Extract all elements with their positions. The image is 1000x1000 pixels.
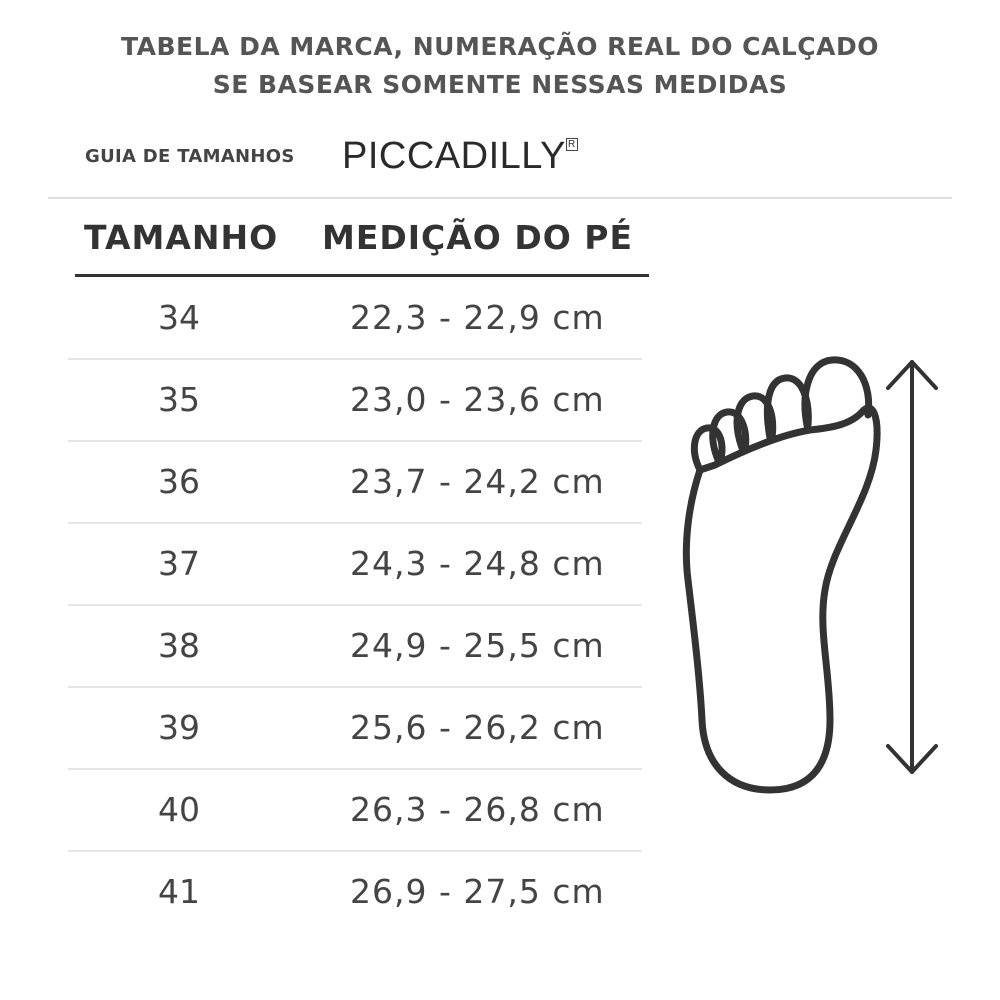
foot-outline-icon bbox=[682, 356, 881, 794]
size-value: 40 bbox=[158, 790, 200, 829]
table-row: 41 26,9 - 27,5 cm bbox=[68, 852, 642, 934]
measure-value: 26,3 - 26,8 cm bbox=[350, 790, 605, 829]
column-header-size: TAMANHO bbox=[84, 218, 279, 257]
measure-value: 25,6 - 26,2 cm bbox=[350, 708, 605, 747]
table-row: 34 22,3 - 22,9 cm bbox=[68, 278, 642, 360]
measure-value: 24,3 - 24,8 cm bbox=[350, 544, 605, 583]
row-divider bbox=[68, 358, 642, 360]
size-value: 37 bbox=[158, 544, 200, 583]
table-row: 40 26,3 - 26,8 cm bbox=[68, 770, 642, 852]
column-header-measure: MEDIÇÃO DO PÉ bbox=[322, 218, 634, 257]
registered-mark: R bbox=[565, 138, 578, 151]
table-row: 36 23,7 - 24,2 cm bbox=[68, 442, 642, 524]
measure-value: 22,3 - 22,9 cm bbox=[350, 298, 605, 337]
size-value: 39 bbox=[158, 708, 200, 747]
row-divider bbox=[68, 768, 642, 770]
measure-value: 23,7 - 24,2 cm bbox=[350, 462, 605, 501]
size-value: 36 bbox=[158, 462, 200, 501]
guide-label: GUIA DE TAMANHOS bbox=[85, 146, 295, 167]
row-divider bbox=[68, 522, 642, 524]
table-row: 38 24,9 - 25,5 cm bbox=[68, 606, 642, 688]
row-divider bbox=[68, 440, 642, 442]
row-divider bbox=[68, 604, 642, 606]
measure-value: 24,9 - 25,5 cm bbox=[350, 626, 605, 665]
size-value: 35 bbox=[158, 380, 200, 419]
notice-line-1: TABELA DA MARCA, NUMERAÇÃO REAL DO CALÇA… bbox=[121, 32, 879, 61]
brand-logo: PICCADILLY R bbox=[342, 135, 578, 178]
measure-value: 23,0 - 23,6 cm bbox=[350, 380, 605, 419]
header-rule bbox=[75, 274, 649, 277]
size-value: 34 bbox=[158, 298, 200, 337]
size-value: 41 bbox=[158, 872, 200, 911]
double-arrow-vertical-icon bbox=[886, 360, 938, 774]
notice-line-2: SE BASEAR SOMENTE NESSAS MEDIDAS bbox=[212, 70, 788, 99]
table-row: 39 25,6 - 26,2 cm bbox=[68, 688, 642, 770]
divider bbox=[48, 197, 952, 199]
measure-value: 26,9 - 27,5 cm bbox=[350, 872, 605, 911]
size-value: 38 bbox=[158, 626, 200, 665]
row-divider bbox=[68, 850, 642, 852]
brand-name: PICCADILLY bbox=[342, 135, 566, 177]
table-row: 35 23,0 - 23,6 cm bbox=[68, 360, 642, 442]
table-row: 37 24,3 - 24,8 cm bbox=[68, 524, 642, 606]
row-divider bbox=[68, 686, 642, 688]
